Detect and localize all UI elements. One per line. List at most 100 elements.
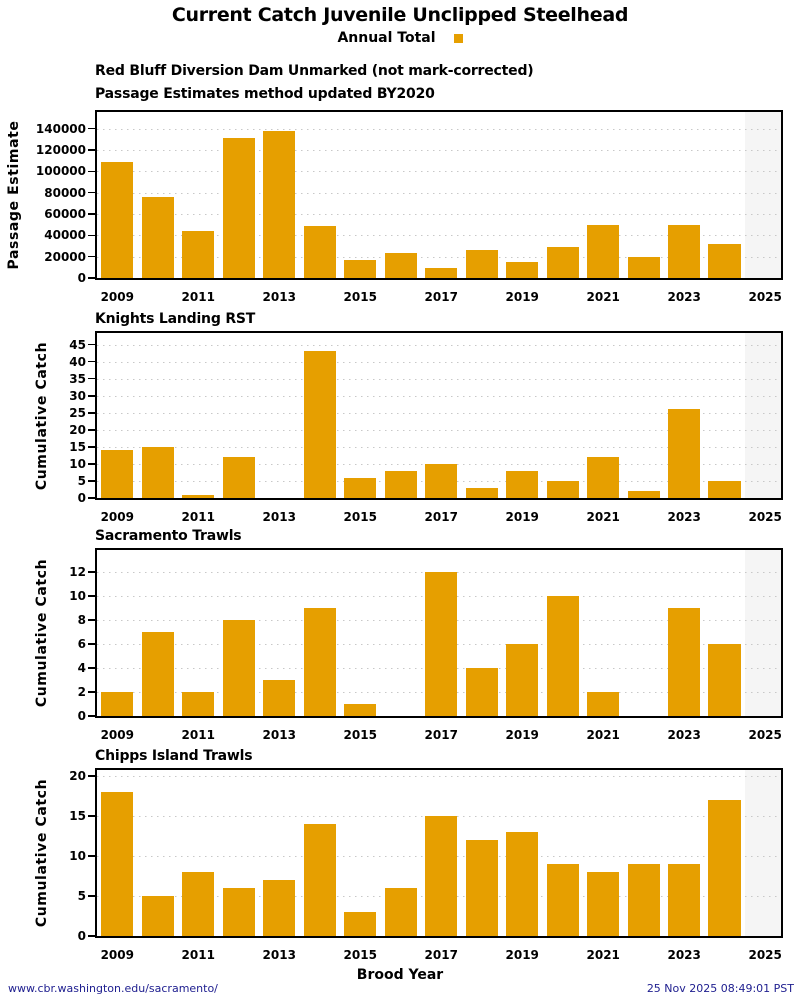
bar-2014 [303, 351, 336, 498]
bar-2013 [263, 880, 296, 936]
y-tick-mark [88, 213, 95, 215]
y-tick-mark [88, 127, 95, 130]
bar-2022 [627, 864, 660, 936]
bar-2019 [506, 644, 539, 716]
gridline [97, 446, 781, 448]
bar-2017 [425, 463, 458, 498]
bar-2024 [708, 644, 741, 716]
x-tick-label: 2025 [748, 290, 782, 304]
bar-2012 [222, 138, 255, 278]
x-tick-label: 2017 [424, 948, 458, 962]
y-tick-label: 8 [77, 613, 86, 627]
y-tick-mark [88, 895, 95, 897]
y-tick-mark [88, 480, 95, 482]
y-tick-mark [88, 170, 95, 173]
bar-2011 [182, 231, 215, 278]
y-tick-label: 2 [77, 685, 86, 699]
bar-2009 [101, 162, 134, 278]
y-tick-mark [88, 255, 95, 258]
bar-2017 [425, 572, 458, 716]
x-tick-label: 2021 [586, 948, 620, 962]
y-tick-mark [88, 446, 95, 448]
future-shaded-region [744, 770, 781, 936]
gridline [97, 361, 781, 363]
y-tick-mark [88, 377, 95, 380]
panel-title: Passage Estimates method updated BY2020 [95, 86, 435, 102]
y-tick-mark [88, 595, 95, 597]
x-tick-label: 2013 [262, 728, 296, 742]
y-tick-mark [88, 395, 95, 397]
y-tick-mark [88, 497, 95, 499]
y-tick-mark [88, 667, 95, 669]
y-tick-label: 35 [69, 371, 86, 386]
bar-2021 [587, 692, 620, 716]
future-shaded-region [744, 333, 781, 498]
panel-title: Sacramento Trawls [95, 528, 242, 544]
footer-url: www.cbr.washington.edu/sacramento/ [8, 982, 218, 995]
gridline [97, 214, 781, 215]
bar-2017 [425, 267, 458, 278]
bar-2018 [465, 840, 498, 936]
bar-2015 [344, 259, 377, 278]
y-tick-mark [88, 191, 95, 194]
x-tick-label: 2017 [424, 290, 458, 304]
y-tick-label: 0 [77, 271, 86, 285]
y-tick-label: 120000 [35, 143, 86, 157]
y-tick-label: 4 [77, 661, 86, 675]
bar-2012 [222, 620, 255, 716]
bar-2019 [506, 262, 539, 278]
y-tick-label: 40 [69, 354, 86, 369]
gridline [97, 429, 781, 431]
bar-2009 [101, 792, 134, 936]
y-tick-label: 6 [77, 637, 86, 651]
page-title: Current Catch Juvenile Unclipped Steelhe… [171, 4, 629, 26]
gridline [97, 395, 781, 397]
y-tick-label: 30 [69, 388, 86, 403]
x-tick-label: 2019 [505, 510, 539, 524]
x-tick-label: 2013 [262, 948, 296, 962]
y-tick-mark [88, 775, 95, 777]
y-tick-label: 40000 [44, 228, 86, 243]
x-tick-label: 2017 [424, 510, 458, 524]
bar-2018 [465, 250, 498, 278]
bar-2020 [546, 246, 579, 278]
x-tick-label: 2011 [181, 290, 215, 304]
bar-2018 [465, 487, 498, 498]
bar-2015 [344, 477, 377, 498]
y-tick-label: 15 [69, 439, 86, 454]
bar-2020 [546, 864, 579, 936]
x-tick-label: 2021 [586, 290, 620, 304]
gridline [97, 128, 781, 130]
x-tick-label: 2025 [748, 510, 782, 524]
bar-2015 [344, 704, 377, 716]
bar-2024 [708, 480, 741, 498]
bar-2011 [182, 692, 215, 716]
bar-2016 [384, 252, 417, 278]
y-tick-mark [88, 412, 95, 414]
bar-2022 [627, 256, 660, 278]
y-tick-label: 10 [69, 456, 86, 471]
bar-2021 [587, 457, 620, 498]
x-axis-label: Brood Year [356, 967, 444, 983]
bar-2018 [465, 668, 498, 716]
bar-2019 [506, 832, 539, 936]
bar-2010 [141, 446, 174, 498]
y-tick-mark [88, 855, 95, 857]
y-tick-mark [88, 360, 95, 363]
future-shaded-region [744, 550, 781, 716]
bar-2023 [667, 224, 701, 278]
bar-2023 [667, 864, 701, 936]
x-tick-label: 2009 [100, 948, 134, 962]
y-tick-mark [88, 343, 95, 346]
x-tick-label: 2009 [100, 510, 134, 524]
y-tick-mark [88, 277, 95, 279]
y-tick-mark [88, 935, 95, 937]
y-tick-label: 5 [77, 473, 86, 488]
bar-2022 [627, 491, 660, 498]
x-tick-label: 2017 [424, 728, 458, 742]
y-tick-mark [88, 234, 95, 237]
y-tick-label: 5 [77, 889, 86, 903]
y-tick-mark [88, 715, 95, 717]
bar-2010 [141, 632, 174, 716]
